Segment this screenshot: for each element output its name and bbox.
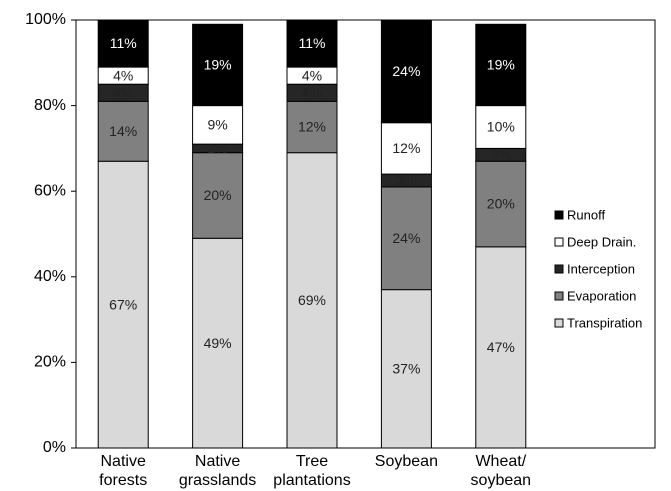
value-label: 9% (207, 117, 227, 133)
bar-segment (286, 19, 338, 68)
y-tick-label: 100% (25, 11, 66, 28)
legend-swatch (554, 264, 564, 274)
value-label: 4% (302, 67, 322, 83)
bar-segment (192, 152, 244, 239)
value-label: 12% (392, 140, 420, 156)
bar-segment (475, 23, 527, 107)
value-label: 24% (392, 230, 420, 246)
x-tick-label: Native forests (99, 453, 148, 489)
value-label: 11% (110, 35, 137, 51)
value-label: 69% (298, 292, 326, 308)
value-label: 19% (487, 57, 515, 73)
legend-swatch (554, 237, 564, 247)
value-label: 67% (109, 296, 137, 312)
x-tick-label: Native grasslands (178, 453, 257, 489)
legend-label: Transpiration (567, 315, 642, 330)
bar-segment (286, 152, 338, 449)
bar-segment (380, 289, 432, 449)
value-label: 10% (487, 119, 515, 135)
bar-segment (380, 186, 432, 291)
x-tick-label: Soybean (374, 453, 438, 470)
value-label: 47% (487, 339, 515, 355)
bar-segment (192, 23, 244, 107)
value-label: 12% (298, 119, 326, 135)
legend-label: Runoff (567, 207, 605, 222)
bar-segment (192, 237, 244, 449)
y-tick-label: 80% (34, 97, 66, 114)
bar-segment (380, 122, 432, 175)
legend-label: Interception (567, 261, 635, 276)
value-label: 3% (491, 147, 511, 163)
value-label: 37% (392, 361, 420, 377)
value-label: 4% (113, 84, 133, 100)
bar-segment (97, 19, 149, 68)
value-label: 4% (302, 84, 322, 100)
y-tick-label: 0% (43, 439, 66, 456)
plot-frame (75, 19, 656, 449)
x-tick-label: Wheat/ soybean (470, 453, 532, 489)
value-label: 19% (204, 57, 232, 73)
bar-segment (97, 100, 149, 162)
legend-label: Evaporation (567, 288, 636, 303)
y-tick-label: 20% (34, 354, 66, 371)
value-label: 24% (392, 63, 420, 79)
bar-segment (286, 100, 338, 154)
bar-segment (475, 105, 527, 149)
value-label: 4% (113, 67, 133, 83)
value-label: 20% (204, 187, 232, 203)
legend-swatch (554, 318, 564, 328)
value-label: 3% (396, 172, 416, 188)
x-tick-label: Tree plantations (273, 453, 351, 489)
value-label: 11% (299, 35, 326, 51)
value-label: 20% (487, 196, 515, 212)
legend-swatch (554, 291, 564, 301)
bar-segment (380, 19, 432, 124)
value-label: 14% (109, 123, 137, 139)
y-tick-label: 60% (34, 182, 66, 199)
value-label: 49% (204, 335, 232, 351)
bar-segment (475, 246, 527, 449)
bar-segment (192, 105, 244, 145)
y-tick-label: 40% (34, 268, 66, 285)
bar-segment (475, 160, 527, 248)
legend-label: Deep Drain. (567, 234, 636, 249)
legend-swatch (554, 210, 564, 220)
